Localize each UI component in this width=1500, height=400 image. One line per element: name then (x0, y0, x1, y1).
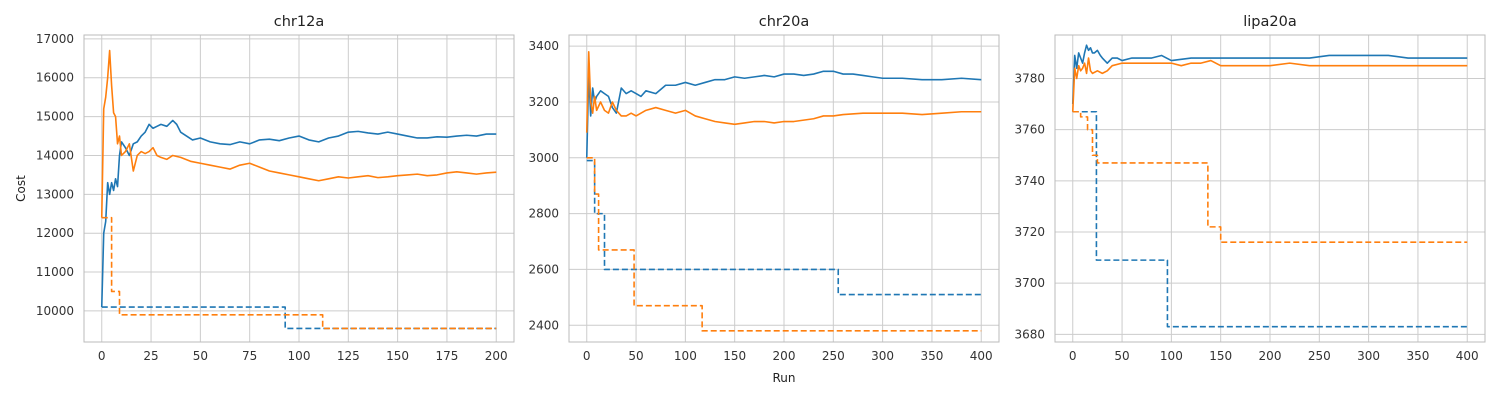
subplot-3: 0 50 100 150 200 250 300 350 400 3680 3700 3720 3740… (1014, 14, 1486, 363)
y-tick-label: 3200 (528, 95, 559, 109)
x-tick-label: 400 (970, 349, 993, 363)
x-tick-label: 0 (98, 349, 106, 363)
y-tick-label: 16000 (36, 71, 74, 85)
y-tick-label: 17000 (36, 32, 74, 46)
chart-title: lipa20a (1243, 14, 1296, 30)
x-tick-label: 100 (288, 349, 311, 363)
x-tick-label: 300 (1357, 349, 1380, 363)
y-tick-label: 3700 (1014, 276, 1045, 290)
x-axis-label: Run (772, 371, 795, 385)
x-tick-label: 200 (773, 349, 796, 363)
series-line-1 (585, 70, 982, 158)
x-tick-label: 150 (723, 349, 746, 363)
x-tick-label: 350 (920, 349, 943, 363)
x-tick-label: 200 (485, 349, 508, 363)
x-tick-label: 50 (193, 349, 208, 363)
y-tick-label: 3400 (528, 39, 559, 53)
x-tick-label: 125 (337, 349, 360, 363)
series-line-4 (586, 157, 982, 332)
plot-frame (1054, 34, 1486, 343)
x-tick-label: 0 (583, 349, 591, 363)
y-tick-label: 11000 (36, 265, 74, 279)
x-tick-label: 50 (628, 349, 643, 363)
series-line-3 (586, 159, 982, 296)
x-tick-label: 150 (1209, 349, 1232, 363)
x-tick-label: 25 (143, 349, 158, 363)
series-line-2 (100, 49, 497, 218)
x-tick-label: 0 (1069, 349, 1077, 363)
x-tick-label: 175 (435, 349, 458, 363)
series-line-2 (585, 50, 982, 133)
grid (84, 35, 514, 342)
y-tick-label: 3000 (528, 151, 559, 165)
y-axis-label: Cost (14, 175, 28, 202)
grid (1055, 35, 1485, 342)
x-tick-label: 50 (1114, 349, 1129, 363)
series-line-4 (101, 216, 497, 330)
x-tick-label: 350 (1406, 349, 1429, 363)
chart-title: chr12a (274, 14, 324, 30)
x-tick-label: 250 (822, 349, 845, 363)
x-tick-label: 400 (1456, 349, 1479, 363)
series-line-2 (1071, 57, 1468, 112)
x-tick-label: 150 (386, 349, 409, 363)
x-tick-label: 250 (1308, 349, 1331, 363)
plot-frame (568, 34, 1000, 343)
y-tick-label: 3760 (1014, 123, 1045, 137)
subplot-2: 0 50 100 150 200 250 300 350 400 2400 2600 2800 3000… (528, 14, 1000, 385)
x-tick-label: 300 (871, 349, 894, 363)
y-tick-label: 2800 (528, 207, 559, 221)
subplot-1: 0 25 50 75 100 125 150 175 200 10000 11000 12000 130… (14, 14, 515, 363)
y-tick-label: 14000 (36, 148, 74, 162)
x-tick-label: 200 (1259, 349, 1282, 363)
x-tick-label: 100 (674, 349, 697, 363)
y-tick-label: 3680 (1014, 327, 1045, 341)
plot-frame (83, 34, 515, 343)
y-tick-label: 3780 (1014, 71, 1045, 85)
y-tick-label: 2600 (528, 262, 559, 276)
series-line-3 (1072, 110, 1468, 328)
y-tick-label: 12000 (36, 226, 74, 240)
y-tick-label: 2400 (528, 318, 559, 332)
y-tick-label: 3720 (1014, 225, 1045, 239)
series-line-1 (1071, 44, 1468, 105)
x-tick-label: 100 (1160, 349, 1183, 363)
x-tick-label: 75 (242, 349, 257, 363)
y-tick-label: 15000 (36, 110, 74, 124)
y-tick-label: 13000 (36, 187, 74, 201)
chart-title: chr20a (759, 14, 809, 30)
y-tick-label: 3740 (1014, 174, 1045, 188)
series-line-4 (1072, 110, 1468, 244)
y-tick-label: 10000 (36, 304, 74, 318)
